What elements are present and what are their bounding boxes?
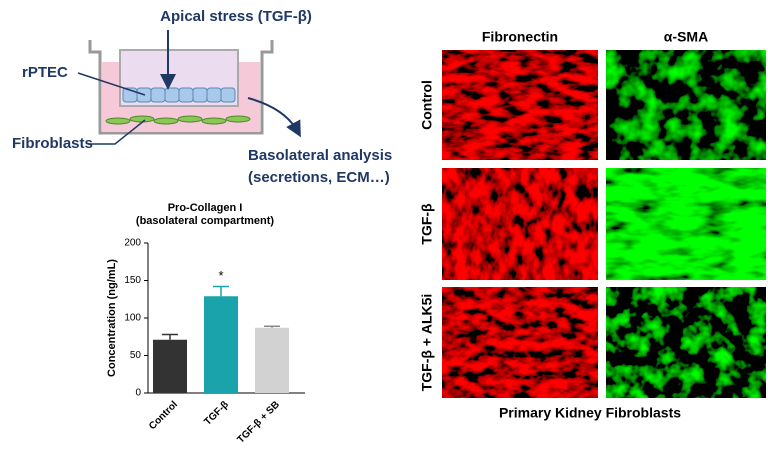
cell-layer [122,87,236,103]
micrograph [606,287,766,398]
chart-subtitle: (basolateral compartment) [136,215,274,227]
column-header: α-SMA [664,29,708,45]
row-label: TGF-β + ALK5i [419,294,435,392]
fibroblast-layer [105,115,251,125]
y-tick-label: 200 [124,238,141,249]
significance: * [218,268,223,283]
y-tick-label: 150 [124,275,141,286]
y-tick-label: 0 [135,388,141,399]
y-tick-label: 100 [124,313,141,324]
chart-title: Pro-Collagen I [168,202,243,214]
bar-chart: Pro-Collagen I (basolateral compartment)… [106,202,305,446]
arrow [247,97,301,138]
apical-label: Apical stress (TGF-β) [160,8,312,25]
column-header: Fibronectin [482,29,558,45]
fibroblasts-label: Fibroblasts [12,135,93,152]
micrograph [606,168,766,280]
micrograph [442,287,598,398]
y-tick-label: 50 [130,350,142,361]
caption: Primary Kidney Fibroblasts [499,405,681,421]
transwell-diagram: Apical stress (TGF-β) rPTEC Fibroblasts … [12,8,392,186]
row-label: TGF-β [419,203,435,245]
y-axis-label: Concentration (ng/mL) [106,259,118,377]
bar [153,339,187,393]
x-tick-label: TGF-β + SB [236,399,282,445]
well-outline [88,40,274,135]
pointer [88,119,146,145]
micrograph [442,50,598,160]
micrograph [442,168,598,280]
bar [204,296,238,393]
bar [255,327,289,393]
micrograph-panel: Primary Kidney Fibroblasts Fibronectin α-… [419,29,766,421]
basolateral-sublabel: (secretions, ECM…) [248,169,390,186]
basolateral-label: Basolateral analysis [248,147,392,164]
x-tick-label: TGF-β [202,399,231,428]
micrograph [606,50,766,160]
x-tick-label: Control [147,399,180,432]
row-label: Control [419,80,435,130]
cells-label: rPTEC [22,64,68,81]
pointer [77,72,146,96]
